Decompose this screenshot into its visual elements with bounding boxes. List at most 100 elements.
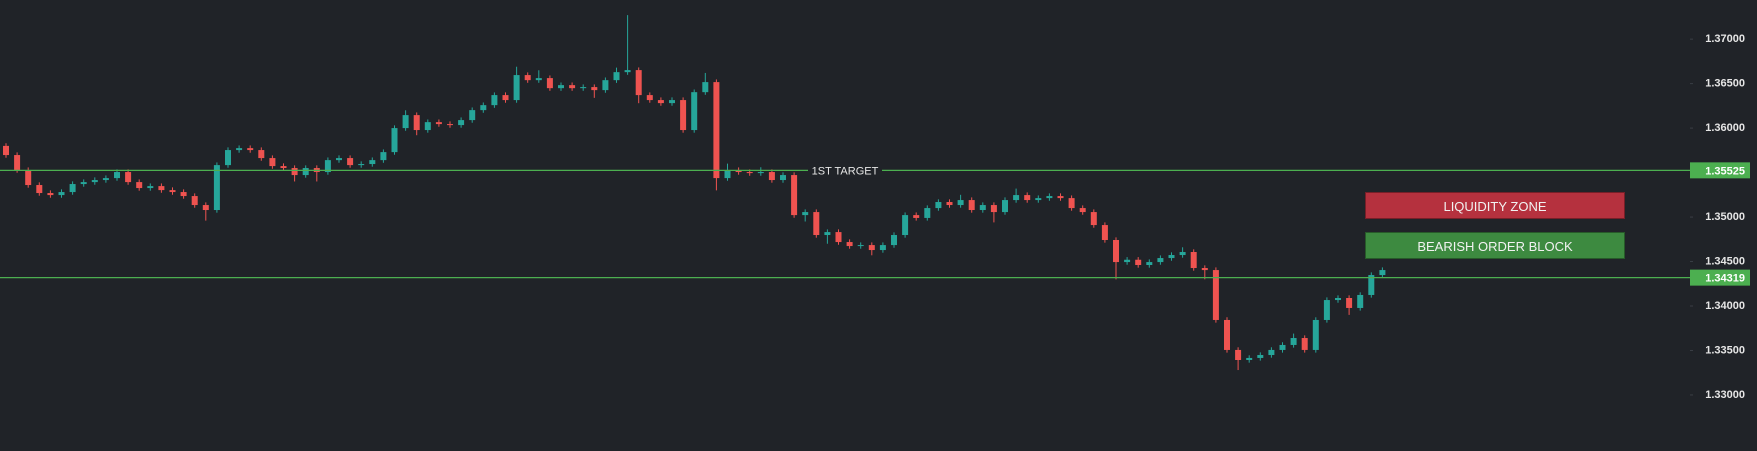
candle-body bbox=[913, 215, 920, 218]
candle-body bbox=[491, 95, 498, 106]
y-tick-label: 1.37000 bbox=[1705, 33, 1745, 45]
candle-body bbox=[868, 245, 875, 251]
candle-body bbox=[591, 87, 598, 91]
candle-body bbox=[791, 175, 798, 216]
candle-body bbox=[946, 202, 953, 206]
candle-body bbox=[1035, 198, 1042, 201]
candle-body bbox=[635, 70, 642, 96]
candle-body bbox=[1246, 357, 1253, 360]
candle-body bbox=[680, 100, 687, 131]
candle-body bbox=[524, 75, 531, 81]
candle-body bbox=[347, 158, 354, 166]
candle-body bbox=[280, 166, 287, 169]
y-tick-label: 1.33000 bbox=[1705, 389, 1745, 401]
candle-body bbox=[114, 172, 120, 179]
y-tick-label: 1.36500 bbox=[1705, 78, 1745, 90]
candle-body bbox=[535, 78, 542, 81]
candle-body bbox=[1235, 349, 1242, 360]
y-tick-label: 1.35000 bbox=[1705, 211, 1745, 223]
candle-body bbox=[813, 212, 820, 236]
price-badge-label: 1.35525 bbox=[1705, 165, 1745, 177]
candle-body bbox=[36, 185, 43, 194]
candle-body bbox=[302, 168, 309, 176]
candle-body bbox=[1002, 200, 1008, 213]
price-line-label-bg bbox=[808, 162, 882, 179]
candle-body bbox=[1346, 297, 1353, 308]
candle-body bbox=[469, 110, 476, 121]
candle-body bbox=[546, 78, 553, 89]
candle-body bbox=[69, 184, 76, 193]
candle-body bbox=[580, 87, 587, 89]
candle-body bbox=[669, 100, 675, 104]
candle-body bbox=[1101, 225, 1108, 240]
candle-body bbox=[1113, 239, 1119, 263]
candle-body bbox=[1068, 198, 1075, 209]
candle-body bbox=[1368, 275, 1375, 295]
candle-body bbox=[225, 150, 231, 166]
candle-body bbox=[691, 92, 698, 131]
candle-body bbox=[358, 164, 365, 166]
price-badge-label: 1.34319 bbox=[1705, 273, 1745, 285]
candle-body bbox=[1201, 268, 1208, 271]
candle-body bbox=[324, 160, 331, 173]
candle-body bbox=[602, 80, 609, 91]
candle-body bbox=[802, 212, 809, 216]
candle-body bbox=[25, 170, 32, 186]
candle-body bbox=[3, 145, 9, 156]
candle-body bbox=[1179, 252, 1186, 256]
candle-body bbox=[757, 172, 764, 174]
candle-body bbox=[413, 115, 420, 131]
candle-body bbox=[125, 172, 132, 183]
candle-body bbox=[1090, 212, 1097, 226]
candle-body bbox=[213, 165, 220, 211]
candle-body bbox=[646, 95, 653, 101]
candle-body bbox=[1357, 294, 1364, 308]
candle-body bbox=[14, 155, 21, 171]
candle-body bbox=[1157, 258, 1164, 263]
candle-body bbox=[835, 232, 842, 243]
candle-body bbox=[447, 124, 453, 126]
candle-body bbox=[1301, 338, 1308, 350]
price-badge bbox=[1690, 269, 1750, 286]
candle-body bbox=[746, 172, 753, 174]
candle-body bbox=[402, 115, 409, 129]
candle-body bbox=[879, 245, 886, 251]
candle-body bbox=[458, 120, 465, 126]
candle-body bbox=[1312, 319, 1319, 350]
candle-body bbox=[968, 200, 975, 211]
candle-body bbox=[1224, 319, 1230, 350]
candle-body bbox=[768, 172, 775, 181]
candle-body bbox=[247, 148, 254, 151]
candle-body bbox=[258, 150, 265, 159]
candle-body bbox=[1079, 208, 1086, 213]
y-tick-label: 1.33500 bbox=[1705, 344, 1745, 356]
candle-body bbox=[1279, 344, 1286, 350]
candle-body bbox=[891, 235, 897, 246]
y-tick-label: 1.34000 bbox=[1705, 300, 1745, 312]
candle-body bbox=[336, 158, 342, 161]
candle-body bbox=[169, 190, 176, 193]
y-tick-label: 1.36000 bbox=[1705, 122, 1745, 134]
candle-body bbox=[1168, 255, 1175, 259]
candle-body bbox=[1212, 270, 1219, 320]
candle-body bbox=[91, 180, 98, 183]
candle-body bbox=[824, 232, 831, 236]
candle-body bbox=[902, 215, 909, 236]
candle-body bbox=[236, 148, 243, 151]
candle-body bbox=[102, 178, 109, 181]
candle-body bbox=[1046, 196, 1053, 199]
candle-body bbox=[1268, 349, 1275, 356]
candle-body bbox=[735, 170, 742, 173]
candle-body bbox=[558, 85, 564, 89]
candle-body bbox=[369, 160, 376, 165]
candle-body bbox=[857, 245, 864, 247]
candle-body bbox=[1135, 259, 1142, 265]
candle-body bbox=[1257, 355, 1264, 358]
candle-body bbox=[480, 105, 487, 111]
candle-body bbox=[1379, 270, 1386, 276]
y-tick-label: 1.34500 bbox=[1705, 255, 1745, 267]
candle-body bbox=[513, 75, 520, 101]
candle-body bbox=[202, 205, 209, 211]
